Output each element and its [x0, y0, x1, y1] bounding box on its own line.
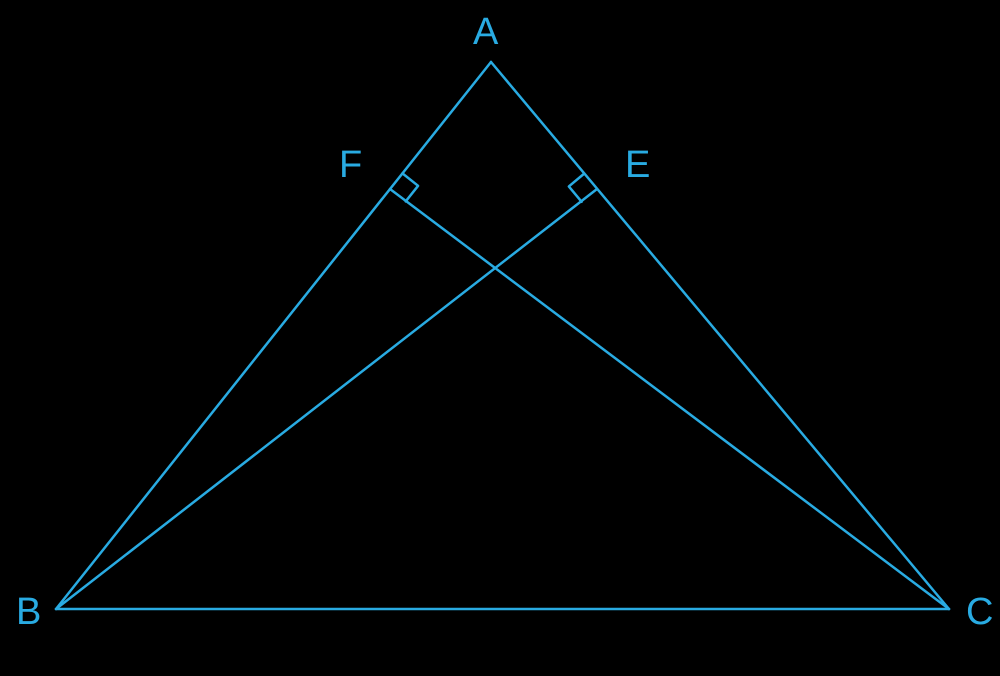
vertex-label-C: C	[966, 591, 993, 633]
right-angle-marker-E	[569, 174, 584, 202]
vertex-label-B: B	[16, 591, 41, 633]
right-angle-marker-F	[402, 173, 418, 201]
vertex-label-E: E	[625, 144, 650, 186]
vertex-label-F: F	[339, 144, 362, 186]
edge-CF	[390, 189, 949, 609]
edge-BE	[56, 189, 597, 609]
vertex-label-A: A	[473, 11, 499, 53]
triangle-altitudes-diagram: A B C E F	[0, 0, 1000, 676]
edge-AB	[56, 62, 491, 609]
edge-AC	[491, 62, 949, 609]
